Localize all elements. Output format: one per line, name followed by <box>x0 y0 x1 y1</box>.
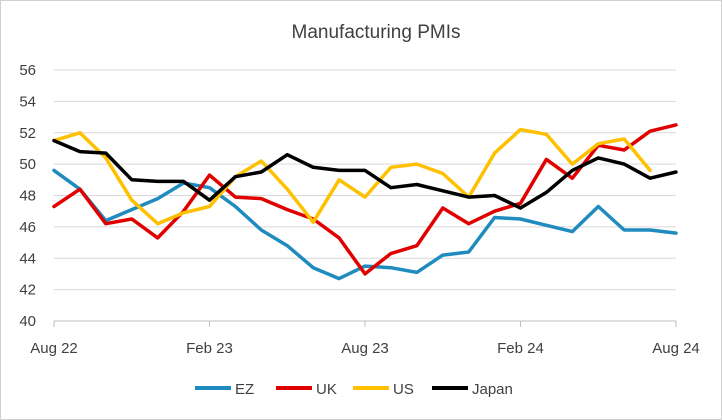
legend: EZ UK US Japan <box>195 381 513 398</box>
legend-label-uk: UK <box>316 381 337 398</box>
series-line-japan <box>52 138 678 210</box>
y-tick-label: 42 <box>19 282 36 299</box>
y-tick-label: 40 <box>19 313 36 330</box>
series-line-uk <box>52 123 678 276</box>
y-tick-label: 46 <box>19 219 36 236</box>
y-tick-label: 52 <box>19 125 36 142</box>
x-tick-label: Aug 23 <box>341 340 389 357</box>
y-tick-label: 56 <box>19 62 36 79</box>
series-line-us <box>52 127 652 226</box>
series-lines <box>52 123 678 281</box>
legend-label-japan: Japan <box>472 381 513 398</box>
y-tick-label: 48 <box>19 188 36 205</box>
chart-title: Manufacturing PMIs <box>292 22 461 43</box>
x-tick-label: Feb 24 <box>497 340 544 357</box>
series-line-ez <box>52 168 678 281</box>
x-tick-label: Feb 23 <box>186 340 233 357</box>
y-axis-ticks: 40 42 44 46 48 50 52 54 56 <box>19 62 36 330</box>
y-tick-label: 54 <box>19 93 36 110</box>
y-tick-label: 44 <box>19 250 36 267</box>
y-tick-label: 50 <box>19 156 36 173</box>
legend-label-us: US <box>393 381 414 398</box>
x-axis: Aug 22 Feb 23 Aug 23 Feb 24 Aug 24 <box>30 321 700 357</box>
x-tick-label: Aug 24 <box>652 340 700 357</box>
legend-label-ez: EZ <box>235 381 254 398</box>
x-tick-label: Aug 22 <box>30 340 78 357</box>
